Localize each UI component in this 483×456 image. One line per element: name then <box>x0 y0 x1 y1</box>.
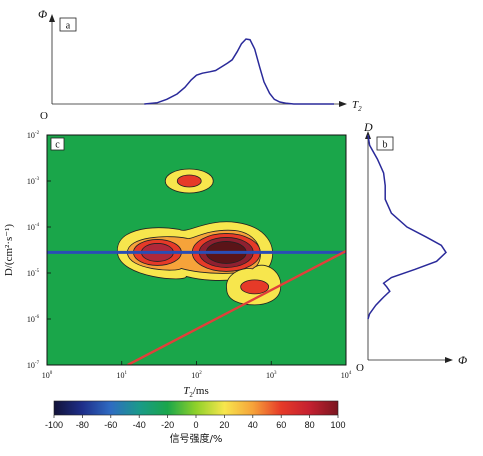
panel-a-label-box <box>59 17 77 32</box>
panel-c-y-tick-label: 10-6 <box>27 315 40 324</box>
panel-b-y-axis-label: D <box>363 120 373 134</box>
panel-b-series-line <box>367 134 447 320</box>
colorbar-bar <box>53 400 339 416</box>
colorbar: -100 -80 -60 -40 -20 0 20 40 60 80 100 信号强度/% <box>45 400 346 445</box>
panel-a-series-line <box>144 38 334 105</box>
panel-c-y-ticks: 10-2 10-3 10-4 10-5 10-6 10-7 <box>27 131 51 370</box>
panel-c-y-axis-label: D/(cm²·s⁻¹) <box>3 224 15 276</box>
colorbar-tick-label: -80 <box>76 420 89 430</box>
diagonal-line <box>127 249 346 365</box>
panel-c-y-tick-label: 10-7 <box>27 361 40 370</box>
panel-c-x-tick-label: 100 <box>42 371 53 380</box>
panel-b-x-axis-label: Φ <box>458 353 467 367</box>
panel-b: b D O Φ <box>356 120 467 374</box>
panel-c: c 100 101 102 103 104 10-210-310-410-510-610… <box>3 131 352 399</box>
colorbar-tick-label: 0 <box>193 420 198 430</box>
panel-c-label-box <box>50 137 65 151</box>
panel-a-x-axis-label: T2 <box>352 99 362 113</box>
panel-c-x-tick-label: 102 <box>191 371 202 380</box>
peak-lower-contour-2 <box>240 279 270 295</box>
colorbar-tick-label: -100 <box>45 420 63 430</box>
panel-c-y-tick-label: 10-2 <box>27 131 40 140</box>
colorbar-ticks: -100 -80 -60 -40 -20 0 20 40 60 80 100 <box>45 415 346 430</box>
panel-a: a Φ O T2 <box>38 7 362 122</box>
colorbar-tick-label: -40 <box>133 420 146 430</box>
panel-c-y-tick-label: 10-3 <box>27 177 40 186</box>
panel-b-origin-label: O <box>356 362 364 374</box>
colorbar-tick-label: -20 <box>161 420 174 430</box>
panel-c-x-tick-label: 101 <box>117 371 128 380</box>
panel-c-y-tick-label: 10-5 <box>27 269 40 278</box>
panel-c-x-axis-label: T2/ms <box>183 385 209 399</box>
panel-a-label: a <box>66 21 71 32</box>
panel-b-label: b <box>383 140 388 151</box>
panel-c-x-tick-label: 104 <box>341 371 352 380</box>
peak-lower <box>226 264 282 306</box>
peak-upper-contour-2 <box>176 174 202 188</box>
colorbar-tick-label: 40 <box>248 420 258 430</box>
panel-c-x-tick-label: 103 <box>266 371 277 380</box>
panel-a-origin-label: O <box>40 110 48 122</box>
peak-main <box>117 221 274 281</box>
colorbar-tick-label: 60 <box>276 420 286 430</box>
panel-c-x-ticks: 100 101 102 103 104 <box>42 361 352 380</box>
panel-c-lines <box>47 249 346 365</box>
panel-a-y-axis-label: Φ <box>38 7 47 21</box>
panel-b-axes <box>365 131 453 363</box>
peak-upper <box>164 168 214 194</box>
colorbar-tick-label: 100 <box>330 420 345 430</box>
colorbar-tick-label: 80 <box>305 420 315 430</box>
panel-b-label-box <box>376 136 394 151</box>
colorbar-tick-label: -60 <box>104 420 117 430</box>
colorbar-label: 信号强度/% <box>170 432 223 445</box>
panel-c-label: c <box>55 140 60 151</box>
panel-a-axes <box>49 14 347 107</box>
colorbar-tick-label: 20 <box>219 420 229 430</box>
panel-c-peaks <box>117 168 282 306</box>
panel-c-y-tick-label: 10-4 <box>27 223 40 232</box>
